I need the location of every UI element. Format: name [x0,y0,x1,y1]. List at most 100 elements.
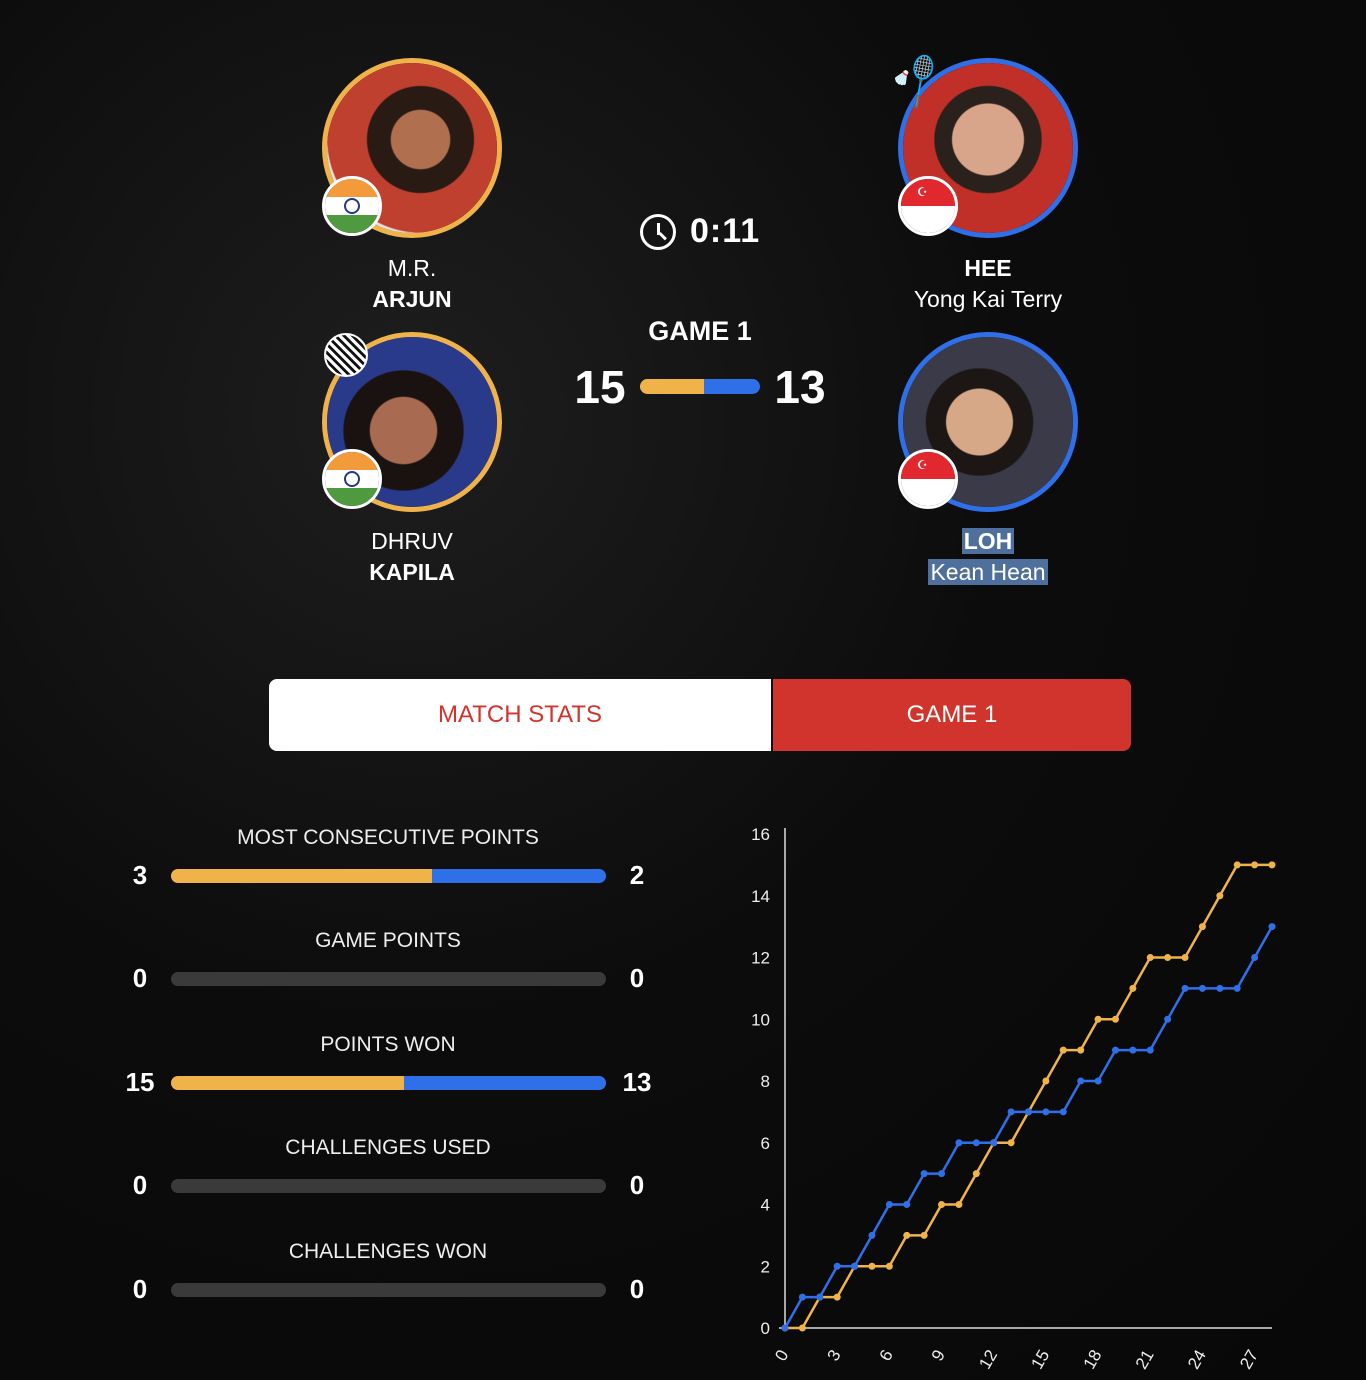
data-point [1007,1139,1015,1147]
series-line [783,926,1274,1329]
data-point [938,1170,946,1178]
data-point [1251,861,1259,869]
data-point [798,1324,806,1332]
player-last-name: KAPILA [369,559,455,585]
x-tick-label: 12 [975,1347,1001,1373]
y-tick-label: 14 [751,887,770,906]
x-tick-label: 9 [928,1347,949,1365]
data-point [955,1201,963,1208]
data-point [972,1139,980,1147]
data-point [1198,923,1206,931]
tab-match-stats[interactable]: MATCH STATS [269,679,771,751]
data-point [816,1293,824,1301]
data-point [885,1201,893,1208]
stat-bar [171,1283,606,1297]
player-last-name: ARJUN [372,286,452,312]
stat-right-value: 0 [629,963,645,993]
stat-label: CHALLENGES WON [288,1240,488,1263]
stat-left-value: 0 [132,963,148,993]
racket-icon [324,333,368,377]
data-point [920,1231,928,1239]
x-tick-label: 6 [876,1347,897,1365]
data-point [1181,984,1189,992]
data-point [1077,1046,1085,1054]
data-point [851,1262,859,1270]
stat-bar-right [432,869,606,883]
data-point [1129,1046,1137,1054]
player-last-name: LOH [961,528,1015,554]
y-tick-label: 8 [761,1072,770,1091]
player-first-name: Kean Hean [928,559,1048,585]
data-point [1059,1046,1067,1054]
player-name-kapila: DHRUV KAPILA [282,526,542,588]
stat-right-value: 2 [629,860,645,890]
y-tick-label: 12 [751,949,770,968]
x-tick-label: 3 [823,1347,844,1365]
india-flag-icon [322,176,382,236]
data-point [920,1170,928,1178]
stat-label: MOST CONSECUTIVE POINTS [237,826,539,849]
data-point [1111,1046,1119,1054]
data-point [1146,1046,1154,1054]
data-point [955,1139,963,1147]
data-point [1216,892,1224,900]
y-tick-label: 10 [751,1010,770,1029]
data-point [1268,861,1276,869]
stat-bar-right [404,1076,606,1090]
score-left: 15 [574,361,626,413]
x-tick-label: 0 [771,1347,792,1365]
data-point [903,1231,911,1239]
score-right: 13 [774,361,826,413]
data-point [990,1139,998,1147]
data-point [798,1293,806,1301]
stat-bar [171,1076,606,1090]
data-point [1198,984,1206,992]
x-tick-label: 18 [1080,1347,1106,1373]
data-point [1077,1077,1085,1085]
y-tick-label: 16 [751,825,770,844]
data-point [833,1262,841,1270]
player-name-hee: HEE Yong Kai Terry [858,253,1118,315]
data-point [1216,984,1224,992]
data-point [868,1262,876,1270]
stat-left-value: 3 [132,860,148,890]
stat-label: GAME POINTS [315,929,461,952]
player-name-arjun: M.R. ARJUN [282,253,542,315]
data-point [1042,1108,1050,1116]
data-point [1268,923,1276,931]
match-timer: 0:11 [690,212,761,250]
score-share-fill [640,379,705,394]
data-point [1094,1077,1102,1085]
x-tick-label: 21 [1132,1347,1158,1373]
player-first-name: M.R. [387,255,437,281]
data-point [1233,861,1241,869]
data-point [833,1293,841,1301]
data-point [868,1231,876,1239]
stat-bar [171,1179,606,1193]
data-point [1129,984,1137,992]
clock-icon [640,214,676,250]
data-point [1094,1015,1102,1023]
data-point [885,1262,893,1270]
stat-left-value: 0 [132,1170,148,1200]
y-tick-label: 4 [761,1196,770,1215]
game-label: GAME 1 [648,316,752,346]
x-tick-label: 15 [1027,1347,1053,1373]
data-point [903,1201,911,1208]
data-point [1042,1077,1050,1085]
data-point [1111,1015,1119,1023]
y-tick-label: 0 [761,1319,770,1338]
data-point [1025,1108,1032,1116]
x-tick-label: 27 [1236,1347,1262,1373]
stat-bar [171,972,606,986]
player-first-name: Yong Kai Terry [913,286,1063,312]
stat-label: CHALLENGES USED [285,1136,491,1159]
player-first-name: DHRUV [371,528,453,554]
stat-bar-left [171,869,432,883]
india-flag-icon [322,449,382,509]
y-tick-label: 6 [761,1134,770,1153]
singapore-flag-icon: ☪ [898,176,958,236]
data-point [938,1201,946,1208]
player-name-loh: LOH Kean Hean [858,526,1118,588]
tab-game-1[interactable]: GAME 1 [773,679,1131,751]
